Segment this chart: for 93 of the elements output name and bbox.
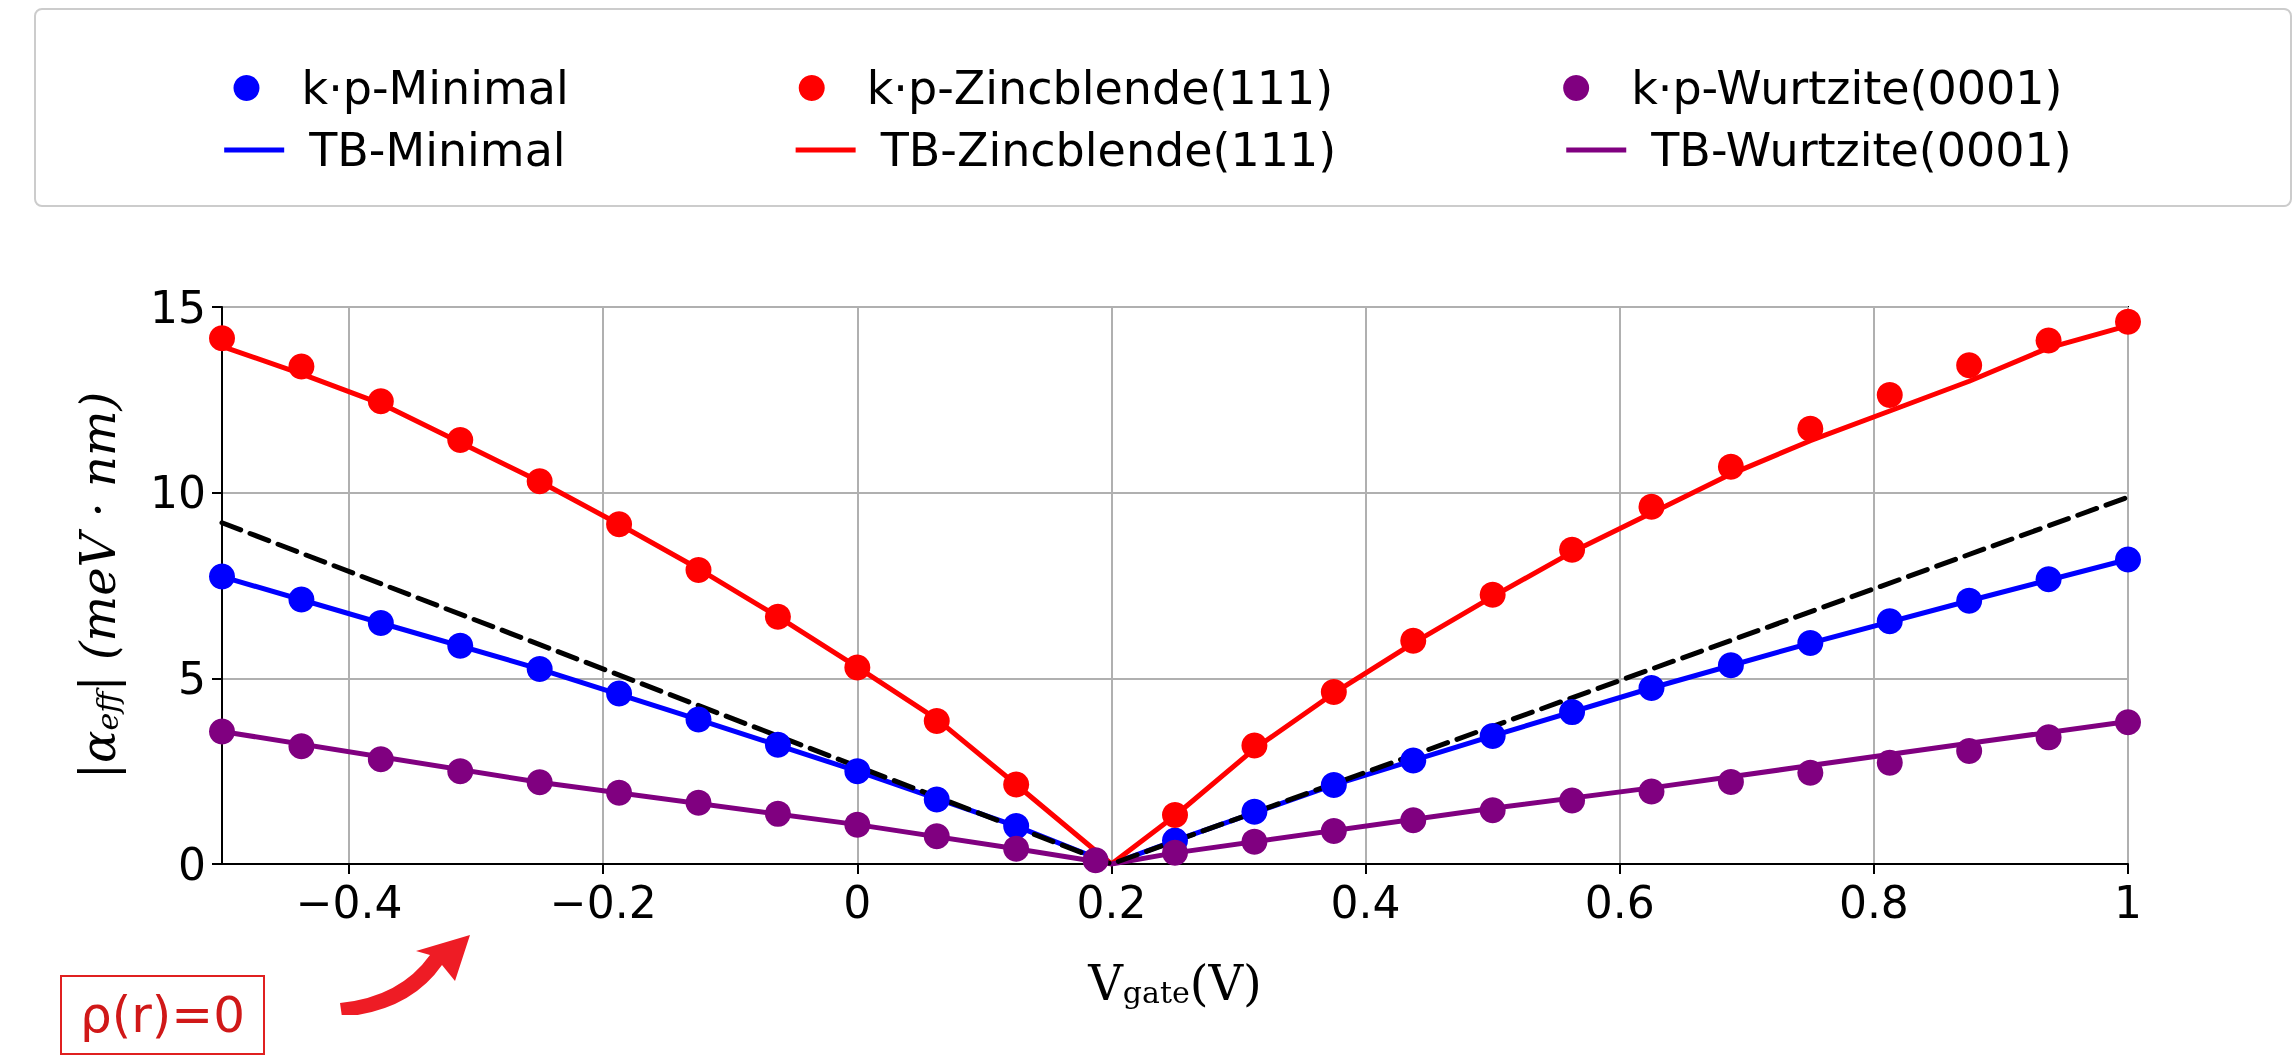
x-tick-label: −0.4 xyxy=(295,876,403,928)
point xyxy=(1559,699,1586,726)
legend-label: TB-Zincblende(111) xyxy=(879,123,1337,177)
point xyxy=(606,779,633,806)
point xyxy=(1797,759,1824,786)
point xyxy=(288,733,315,760)
point xyxy=(1876,749,1903,776)
point xyxy=(1956,587,1983,614)
point xyxy=(1479,581,1506,608)
point xyxy=(1638,778,1665,805)
x-axis-title: Vgate(V) xyxy=(1087,955,1262,1011)
legend-label: k·p-Zincblende(111) xyxy=(866,61,1334,115)
point xyxy=(844,654,871,681)
point xyxy=(1320,817,1347,844)
point xyxy=(606,511,633,538)
point xyxy=(606,680,633,707)
point xyxy=(2035,327,2062,354)
point xyxy=(288,353,315,380)
point xyxy=(2035,724,2062,751)
point xyxy=(764,603,791,630)
point xyxy=(1320,679,1347,706)
point xyxy=(923,786,950,813)
point xyxy=(685,706,712,733)
point xyxy=(1241,828,1268,855)
point xyxy=(1400,747,1427,774)
point xyxy=(844,758,871,785)
legend-label: k·p-Minimal xyxy=(301,61,569,115)
point xyxy=(1797,630,1824,657)
point xyxy=(209,325,235,352)
point xyxy=(764,800,791,827)
point xyxy=(1797,415,1824,442)
point xyxy=(1241,732,1268,759)
point xyxy=(685,556,712,583)
x-tick-label: 0.8 xyxy=(1838,876,1909,928)
legend-label: TB-Minimal xyxy=(308,123,566,177)
y-tick-label: 15 xyxy=(150,281,206,333)
point xyxy=(1876,608,1903,635)
legend-label: TB-Wurtzite(0001) xyxy=(1650,123,2072,177)
point xyxy=(923,823,950,850)
y-tick-label: 10 xyxy=(150,467,206,519)
point xyxy=(923,708,950,735)
point xyxy=(526,769,553,796)
point xyxy=(1717,768,1744,795)
x-tick-label: 0 xyxy=(843,876,872,928)
point xyxy=(2035,566,2062,593)
point xyxy=(1479,722,1506,749)
point xyxy=(367,746,394,773)
point xyxy=(1162,839,1188,866)
point xyxy=(1082,847,1109,874)
point xyxy=(1400,807,1427,834)
x-tick-label: 0.4 xyxy=(1330,876,1401,928)
point xyxy=(1717,453,1744,480)
point xyxy=(764,731,791,758)
y-tick-label: 5 xyxy=(178,652,206,704)
y-tick-label: 0 xyxy=(178,838,206,890)
point xyxy=(685,789,712,816)
point xyxy=(1638,674,1665,701)
point xyxy=(288,586,315,613)
text: ρ(r)=0 xyxy=(60,975,266,1055)
x-tick-label: 0.2 xyxy=(1076,876,1147,928)
point xyxy=(1162,801,1188,828)
point xyxy=(526,468,553,495)
point xyxy=(1400,627,1427,654)
x-tick-label: −0.2 xyxy=(549,876,657,928)
x-tick-label: 0.6 xyxy=(1584,876,1655,928)
point xyxy=(1559,787,1586,814)
point xyxy=(1559,536,1586,563)
point xyxy=(1479,797,1506,824)
point xyxy=(1320,771,1347,798)
point xyxy=(367,388,394,415)
point xyxy=(844,811,871,838)
x-tick-label: 1 xyxy=(2114,876,2142,928)
point xyxy=(1241,798,1268,825)
point xyxy=(1876,382,1903,408)
y-axis-title: |αeff| (meV · nm) xyxy=(70,391,126,780)
legend-label: k·p-Wurtzite(0001) xyxy=(1631,61,2063,115)
point xyxy=(2115,546,2141,573)
point xyxy=(1956,738,1983,765)
point xyxy=(209,718,235,745)
point xyxy=(1717,652,1744,679)
point xyxy=(2115,308,2141,335)
point xyxy=(447,632,474,659)
point xyxy=(367,610,394,636)
point xyxy=(1956,352,1983,379)
point xyxy=(447,758,474,785)
point xyxy=(1638,493,1665,520)
point xyxy=(1003,771,1030,798)
point xyxy=(2115,709,2141,736)
point xyxy=(447,426,474,453)
point xyxy=(1003,813,1030,840)
point xyxy=(526,656,553,683)
point xyxy=(209,563,235,590)
point xyxy=(1003,835,1030,862)
